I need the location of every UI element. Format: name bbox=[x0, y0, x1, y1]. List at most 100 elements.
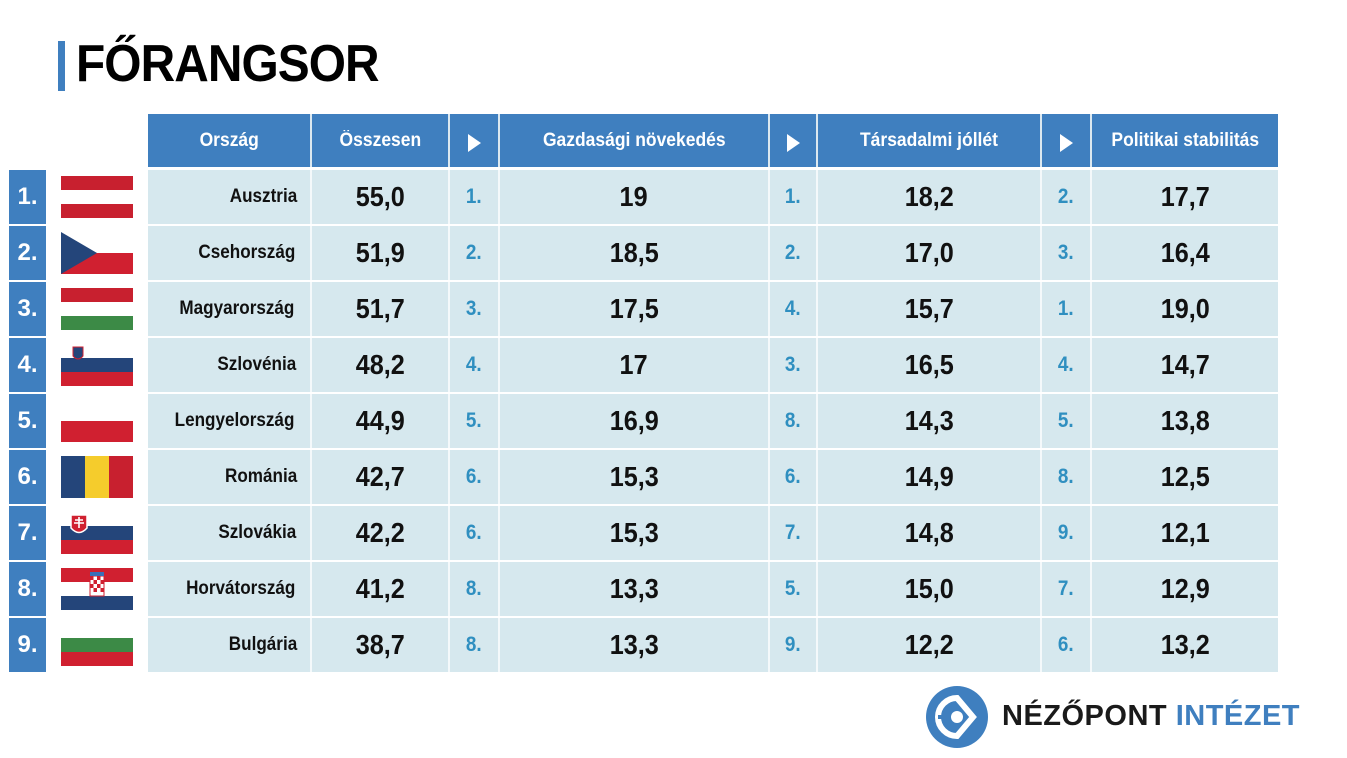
cell-country: Szlovákia bbox=[148, 506, 312, 560]
cell-stability-rank: 6. bbox=[1042, 618, 1092, 672]
header-welfare: Társadalmi jóllét bbox=[818, 114, 1042, 167]
cell-welfare-rank: 2. bbox=[770, 226, 818, 280]
cell-welfare: 12,2 bbox=[818, 618, 1042, 672]
cell-country: Magyarország bbox=[148, 282, 312, 336]
cell-stability-rank: 4. bbox=[1042, 338, 1092, 392]
cell-growth: 17,5 bbox=[500, 282, 770, 336]
cell-growth-rank: 5. bbox=[450, 394, 500, 448]
title-accent-bar bbox=[58, 41, 65, 91]
cell-total: 51,9 bbox=[312, 226, 450, 280]
header-stability: Politikai stabilitás bbox=[1092, 114, 1278, 167]
bulgaria-flag-icon bbox=[61, 624, 133, 666]
position-badge: 6. bbox=[9, 450, 46, 504]
play-triangle-icon bbox=[467, 133, 481, 152]
cell-country: Lengyelország bbox=[148, 394, 312, 448]
cell-welfare: 17,0 bbox=[818, 226, 1042, 280]
header-country: Ország bbox=[148, 114, 312, 167]
cell-stability: 12,9 bbox=[1092, 562, 1278, 616]
cell-stability: 17,7 bbox=[1092, 170, 1278, 224]
cell-welfare: 14,8 bbox=[818, 506, 1042, 560]
cell-growth: 17 bbox=[500, 338, 770, 392]
cell-total: 44,9 bbox=[312, 394, 450, 448]
cell-country: Szlovénia bbox=[148, 338, 312, 392]
cell-growth: 19 bbox=[500, 170, 770, 224]
cell-welfare-rank: 3. bbox=[770, 338, 818, 392]
cell-country: Ausztria bbox=[148, 170, 312, 224]
cell-growth: 18,5 bbox=[500, 226, 770, 280]
cell-total: 42,2 bbox=[312, 506, 450, 560]
cell-stability-rank: 8. bbox=[1042, 450, 1092, 504]
position-badge: 3. bbox=[9, 282, 46, 336]
slovenia-flag-icon bbox=[61, 344, 133, 386]
cell-growth-rank: 8. bbox=[450, 618, 500, 672]
czechia-flag-icon bbox=[61, 232, 133, 274]
cell-welfare-rank: 4. bbox=[770, 282, 818, 336]
cell-stability-rank: 2. bbox=[1042, 170, 1092, 224]
cell-welfare-rank: 8. bbox=[770, 394, 818, 448]
croatia-flag-icon bbox=[61, 568, 133, 610]
hungary-flag-icon bbox=[61, 288, 133, 330]
header-growth-rank bbox=[450, 114, 500, 167]
cell-total: 51,7 bbox=[312, 282, 450, 336]
header-growth: Gazdasági növekedés bbox=[500, 114, 770, 167]
cell-total: 41,2 bbox=[312, 562, 450, 616]
cell-welfare: 14,3 bbox=[818, 394, 1042, 448]
cell-stability: 12,1 bbox=[1092, 506, 1278, 560]
header-stability-rank bbox=[1042, 114, 1092, 167]
logo-wordmark: NÉZŐPONT INTÉZET bbox=[1002, 700, 1301, 732]
cell-welfare: 16,5 bbox=[818, 338, 1042, 392]
cell-country: Románia bbox=[148, 450, 312, 504]
position-badge: 1. bbox=[9, 170, 46, 224]
cell-country: Csehország bbox=[148, 226, 312, 280]
cell-growth-rank: 2. bbox=[450, 226, 500, 280]
cell-growth-rank: 8. bbox=[450, 562, 500, 616]
cell-growth: 16,9 bbox=[500, 394, 770, 448]
cell-stability-rank: 5. bbox=[1042, 394, 1092, 448]
cell-total: 55,0 bbox=[312, 170, 450, 224]
cell-stability: 16,4 bbox=[1092, 226, 1278, 280]
cell-stability: 19,0 bbox=[1092, 282, 1278, 336]
nezopont-logo-icon bbox=[926, 686, 988, 748]
cell-stability: 13,8 bbox=[1092, 394, 1278, 448]
cell-growth-rank: 1. bbox=[450, 170, 500, 224]
cell-stability: 14,7 bbox=[1092, 338, 1278, 392]
cell-welfare-rank: 1. bbox=[770, 170, 818, 224]
cell-welfare: 18,2 bbox=[818, 170, 1042, 224]
cell-welfare: 15,7 bbox=[818, 282, 1042, 336]
cell-welfare-rank: 6. bbox=[770, 450, 818, 504]
position-badge: 5. bbox=[9, 394, 46, 448]
cell-growth-rank: 6. bbox=[450, 450, 500, 504]
position-badge: 8. bbox=[9, 562, 46, 616]
cell-stability: 13,2 bbox=[1092, 618, 1278, 672]
cell-growth: 13,3 bbox=[500, 562, 770, 616]
cell-stability-rank: 9. bbox=[1042, 506, 1092, 560]
cell-growth-rank: 4. bbox=[450, 338, 500, 392]
cell-welfare-rank: 5. bbox=[770, 562, 818, 616]
position-badge: 4. bbox=[9, 338, 46, 392]
cell-country: Bulgária bbox=[148, 618, 312, 672]
poland-flag-icon bbox=[61, 400, 133, 442]
position-badge: 9. bbox=[9, 618, 46, 672]
cell-stability-rank: 3. bbox=[1042, 226, 1092, 280]
position-badge: 7. bbox=[9, 506, 46, 560]
austria-flag-icon bbox=[61, 176, 133, 218]
cell-stability-rank: 1. bbox=[1042, 282, 1092, 336]
slovakia-flag-icon bbox=[61, 512, 133, 554]
cell-stability-rank: 7. bbox=[1042, 562, 1092, 616]
cell-country: Horvátország bbox=[148, 562, 312, 616]
cell-stability: 12,5 bbox=[1092, 450, 1278, 504]
romania-flag-icon bbox=[61, 456, 133, 498]
cell-total: 48,2 bbox=[312, 338, 450, 392]
cell-welfare-rank: 7. bbox=[770, 506, 818, 560]
header-welfare-rank bbox=[770, 114, 818, 167]
header-total: Összesen bbox=[312, 114, 450, 167]
cell-growth: 15,3 bbox=[500, 506, 770, 560]
cell-total: 38,7 bbox=[312, 618, 450, 672]
play-triangle-icon bbox=[786, 133, 800, 152]
cell-total: 42,7 bbox=[312, 450, 450, 504]
cell-growth-rank: 3. bbox=[450, 282, 500, 336]
cell-growth-rank: 6. bbox=[450, 506, 500, 560]
page-title: FŐRANGSOR bbox=[76, 35, 380, 93]
play-triangle-icon bbox=[1059, 133, 1073, 152]
cell-growth: 13,3 bbox=[500, 618, 770, 672]
